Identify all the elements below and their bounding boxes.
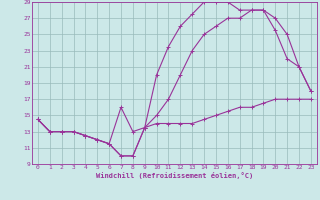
X-axis label: Windchill (Refroidissement éolien,°C): Windchill (Refroidissement éolien,°C) (96, 172, 253, 179)
